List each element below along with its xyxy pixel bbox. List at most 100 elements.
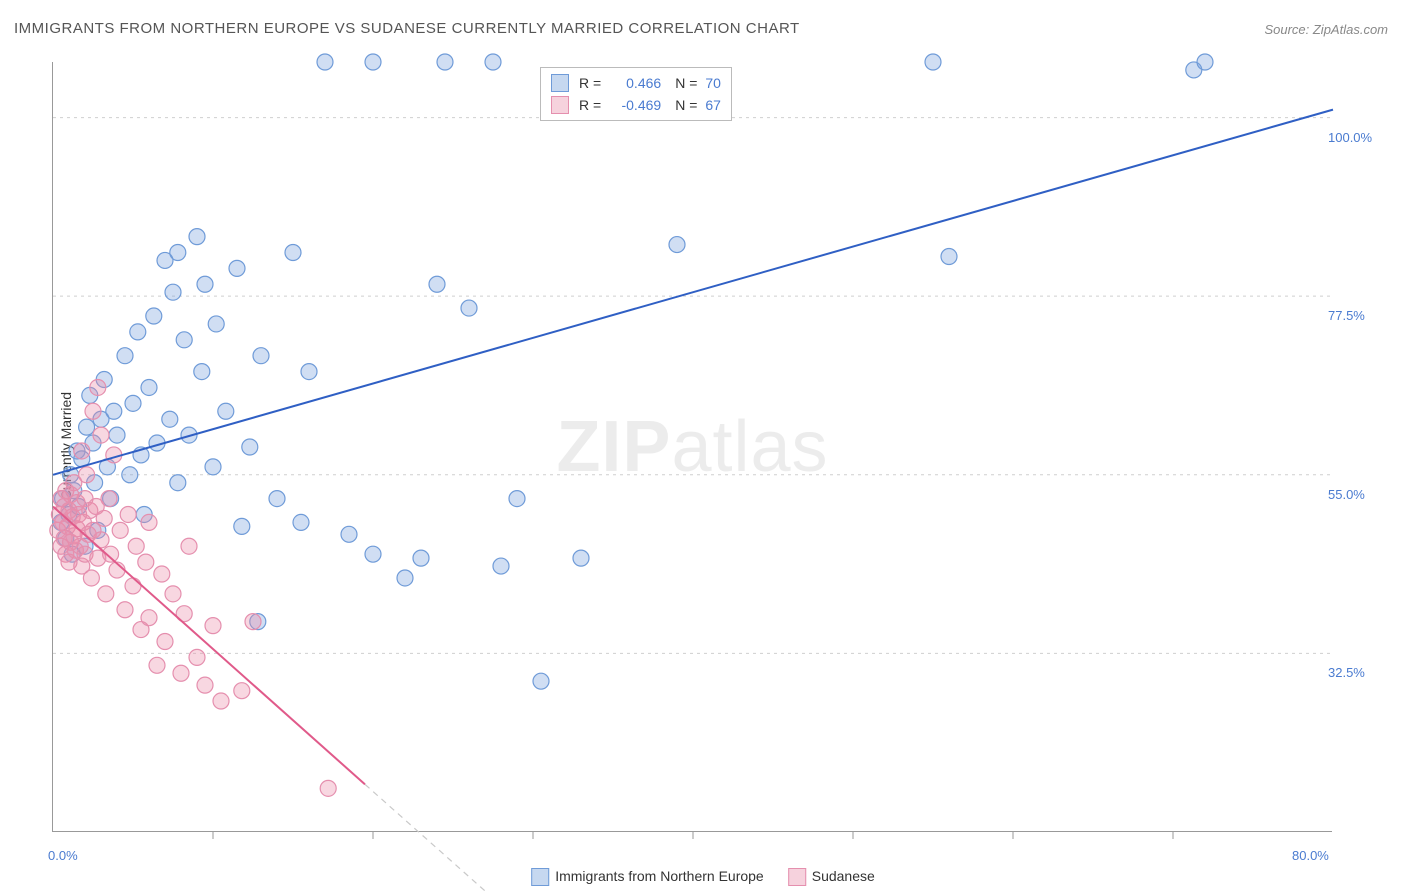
correlation-legend: R = 0.466 N = 70 R = -0.469 N = 67 (540, 67, 732, 121)
data-point (125, 578, 141, 594)
data-point (493, 558, 509, 574)
data-point (242, 439, 258, 455)
legend-label: Sudanese (812, 868, 875, 884)
data-point (208, 316, 224, 332)
data-point (941, 248, 957, 264)
data-point (106, 403, 122, 419)
data-point (170, 245, 186, 261)
data-point (90, 379, 106, 395)
data-point (245, 614, 261, 630)
data-point (301, 364, 317, 380)
data-point (194, 364, 210, 380)
data-point (149, 657, 165, 673)
data-point (98, 586, 114, 602)
scatter-svg (53, 62, 1333, 832)
data-point (141, 610, 157, 626)
data-point (93, 427, 109, 443)
data-point (234, 518, 250, 534)
data-point (365, 546, 381, 562)
data-point (117, 602, 133, 618)
data-point (397, 570, 413, 586)
data-point (146, 308, 162, 324)
trend-line (53, 110, 1333, 475)
data-point (117, 348, 133, 364)
r-value: 0.466 (607, 75, 661, 91)
plot-area: ZIPatlas (52, 62, 1332, 832)
source-label: Source: ZipAtlas.com (1264, 22, 1388, 37)
data-point (74, 443, 90, 459)
legend-item: Sudanese (788, 868, 875, 886)
series-legend: Immigrants from Northern Europe Sudanese (531, 868, 875, 886)
data-point (925, 54, 941, 70)
data-point (157, 633, 173, 649)
data-point (122, 467, 138, 483)
y-tick-label: 55.0% (1328, 487, 1365, 502)
y-tick-label: 100.0% (1328, 130, 1372, 145)
data-point (285, 245, 301, 261)
data-point (96, 510, 112, 526)
chart-title: IMMIGRANTS FROM NORTHERN EUROPE VS SUDAN… (14, 20, 800, 37)
data-point (205, 459, 221, 475)
trend-line (53, 507, 365, 785)
data-point (205, 618, 221, 634)
data-point (79, 467, 95, 483)
data-point (79, 419, 95, 435)
data-point (125, 395, 141, 411)
data-point (429, 276, 445, 292)
data-point (141, 379, 157, 395)
data-point (128, 538, 144, 554)
data-point (669, 237, 685, 253)
data-point (269, 491, 285, 507)
r-label: R = (579, 97, 601, 113)
n-value: 70 (705, 75, 721, 91)
data-point (253, 348, 269, 364)
trend-line-extension (365, 784, 517, 892)
data-point (573, 550, 589, 566)
y-tick-label: 32.5% (1328, 665, 1365, 680)
legend-swatch (551, 96, 569, 114)
data-point (154, 566, 170, 582)
legend-label: Immigrants from Northern Europe (555, 868, 764, 884)
data-point (176, 332, 192, 348)
r-label: R = (579, 75, 601, 91)
data-point (509, 491, 525, 507)
data-point (461, 300, 477, 316)
data-point (141, 514, 157, 530)
data-point (173, 665, 189, 681)
data-point (109, 427, 125, 443)
data-point (1197, 54, 1213, 70)
data-point (138, 554, 154, 570)
data-point (234, 683, 250, 699)
legend-swatch (531, 868, 549, 886)
data-point (165, 284, 181, 300)
data-point (162, 411, 178, 427)
data-point (170, 475, 186, 491)
legend-swatch (551, 74, 569, 92)
data-point (365, 54, 381, 70)
data-point (341, 526, 357, 542)
x-max-label: 80.0% (1292, 848, 1329, 863)
r-value: -0.469 (607, 97, 661, 113)
data-point (218, 403, 234, 419)
legend-row: R =0.466N =70 (551, 72, 721, 94)
data-point (85, 403, 101, 419)
data-point (101, 491, 117, 507)
data-point (213, 693, 229, 709)
data-point (197, 276, 213, 292)
data-point (197, 677, 213, 693)
x-min-label: 0.0% (48, 848, 78, 863)
n-label: N = (675, 97, 697, 113)
data-point (533, 673, 549, 689)
data-point (120, 506, 136, 522)
data-point (83, 570, 99, 586)
y-tick-label: 77.5% (1328, 308, 1365, 323)
data-point (165, 586, 181, 602)
legend-row: R = -0.469 N = 67 (551, 94, 721, 116)
data-point (189, 649, 205, 665)
data-point (189, 229, 205, 245)
data-point (112, 522, 128, 538)
data-point (437, 54, 453, 70)
n-value: 67 (705, 97, 721, 113)
data-point (130, 324, 146, 340)
data-point (181, 538, 197, 554)
